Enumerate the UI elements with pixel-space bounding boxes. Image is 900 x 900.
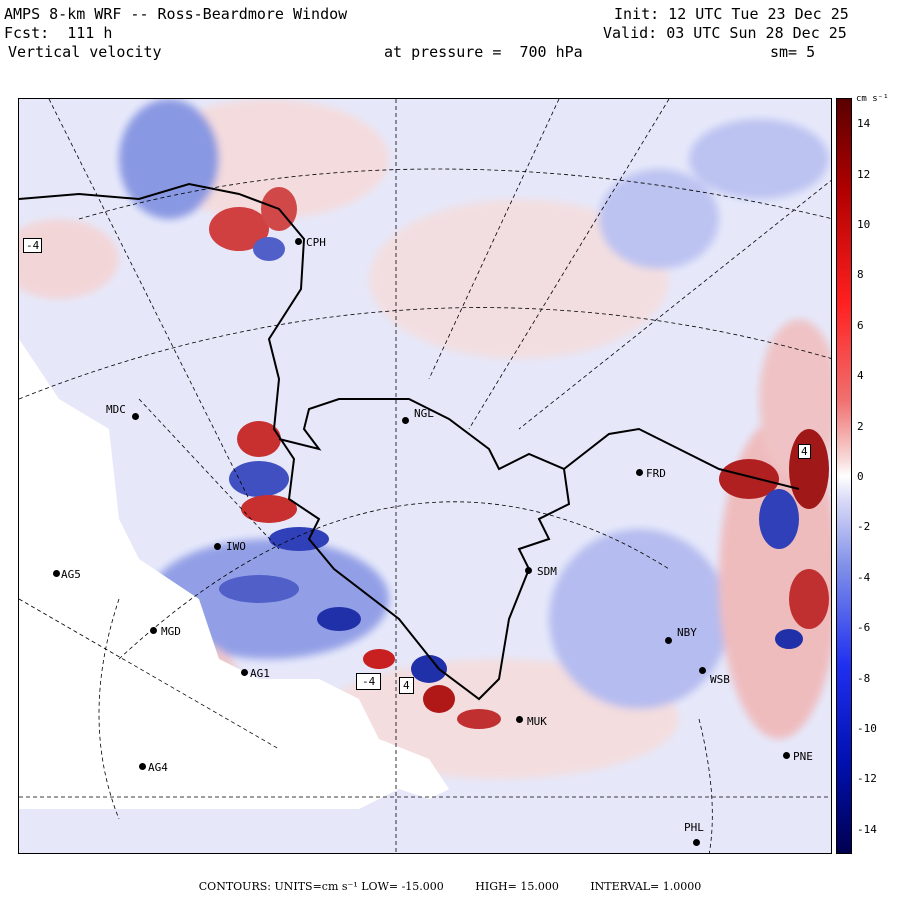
colorbar-tick: -8	[857, 671, 871, 685]
station-ag4: AG4	[148, 761, 168, 774]
station-mdc: MDC	[106, 403, 126, 416]
contour-info: CONTOURS: UNITS=cm s⁻¹ LOW= -15.000 HIGH…	[0, 880, 900, 893]
station-dot	[665, 637, 672, 644]
colorbar-tick: 6	[857, 318, 864, 332]
contour-units: CONTOURS: UNITS=cm s⁻¹ LOW= -15.000	[198, 880, 444, 893]
station-ag5: AG5	[61, 568, 81, 581]
station-mgd: MGD	[161, 625, 181, 638]
forecast-hour: Fcst: 111 h	[4, 24, 113, 42]
station-dot	[699, 667, 706, 674]
station-dot	[516, 716, 523, 723]
contour-label: -4	[23, 238, 43, 253]
station-muk: MUK	[527, 715, 547, 728]
station-dot	[214, 543, 221, 550]
model-title: AMPS 8-km WRF -- Ross-Beardmore Window	[4, 5, 348, 23]
station-wsb: WSB	[710, 673, 730, 686]
colorbar-tick: -2	[857, 520, 871, 534]
station-phl: PHL	[684, 821, 704, 834]
colorbar-tick: -14	[857, 822, 877, 836]
colorbar-tick: 12	[857, 167, 871, 181]
contour-label: -4	[356, 673, 382, 690]
colorbar-tick: 4	[857, 369, 864, 383]
variable-name: Vertical velocity	[8, 43, 162, 61]
colorbar-tick: 14	[857, 117, 871, 131]
station-ag1: AG1	[250, 667, 270, 680]
station-nby: NBY	[677, 626, 697, 639]
colorbar-tick: -12	[857, 772, 877, 786]
colorbar-unit: cm s⁻¹	[856, 94, 889, 104]
station-ngl: NGL	[414, 407, 434, 420]
station-pne: PNE	[793, 750, 813, 763]
station-dot	[53, 570, 60, 577]
coastline	[19, 182, 571, 701]
station-iwo: IWO	[226, 540, 246, 553]
contour-label: 4	[798, 444, 811, 459]
station-dot	[636, 469, 643, 476]
valid-time: Valid: 03 UTC Sun 28 Dec 25	[603, 24, 847, 42]
colorbar-tick: 8	[857, 268, 864, 282]
station-frd: FRD	[646, 467, 666, 480]
colorbar-tick: -4	[857, 570, 871, 584]
vertical-velocity-field	[19, 99, 831, 853]
colorbar-tick: 2	[857, 419, 864, 433]
colorbar-tick: -6	[857, 621, 871, 635]
colorbar	[836, 98, 852, 854]
contour-interval: INTERVAL= 1.0000	[590, 880, 702, 893]
station-dot	[783, 752, 790, 759]
station-dot	[150, 627, 157, 634]
station-dot	[693, 839, 700, 846]
station-dot	[295, 238, 302, 245]
contour-high: HIGH= 15.000	[475, 880, 559, 893]
station-sdm: SDM	[537, 565, 557, 578]
contour-label: 4	[399, 677, 414, 694]
colorbar-tick: 0	[857, 470, 864, 483]
station-dot	[241, 669, 248, 676]
station-dot	[139, 763, 146, 770]
colorbar-tick: 10	[857, 218, 871, 231]
station-cph: CPH	[306, 236, 326, 249]
pressure-level: at pressure = 700 hPa	[384, 43, 583, 61]
colorbar-gradient	[837, 99, 851, 853]
colorbar-tick: -10	[857, 722, 877, 735]
station-dot	[132, 413, 139, 420]
station-dot	[402, 417, 409, 424]
map-panel	[18, 98, 832, 854]
init-time: Init: 12 UTC Tue 23 Dec 25	[614, 5, 849, 23]
smoothing: sm= 5	[770, 43, 816, 61]
graticule	[19, 99, 831, 853]
station-dot	[525, 567, 532, 574]
